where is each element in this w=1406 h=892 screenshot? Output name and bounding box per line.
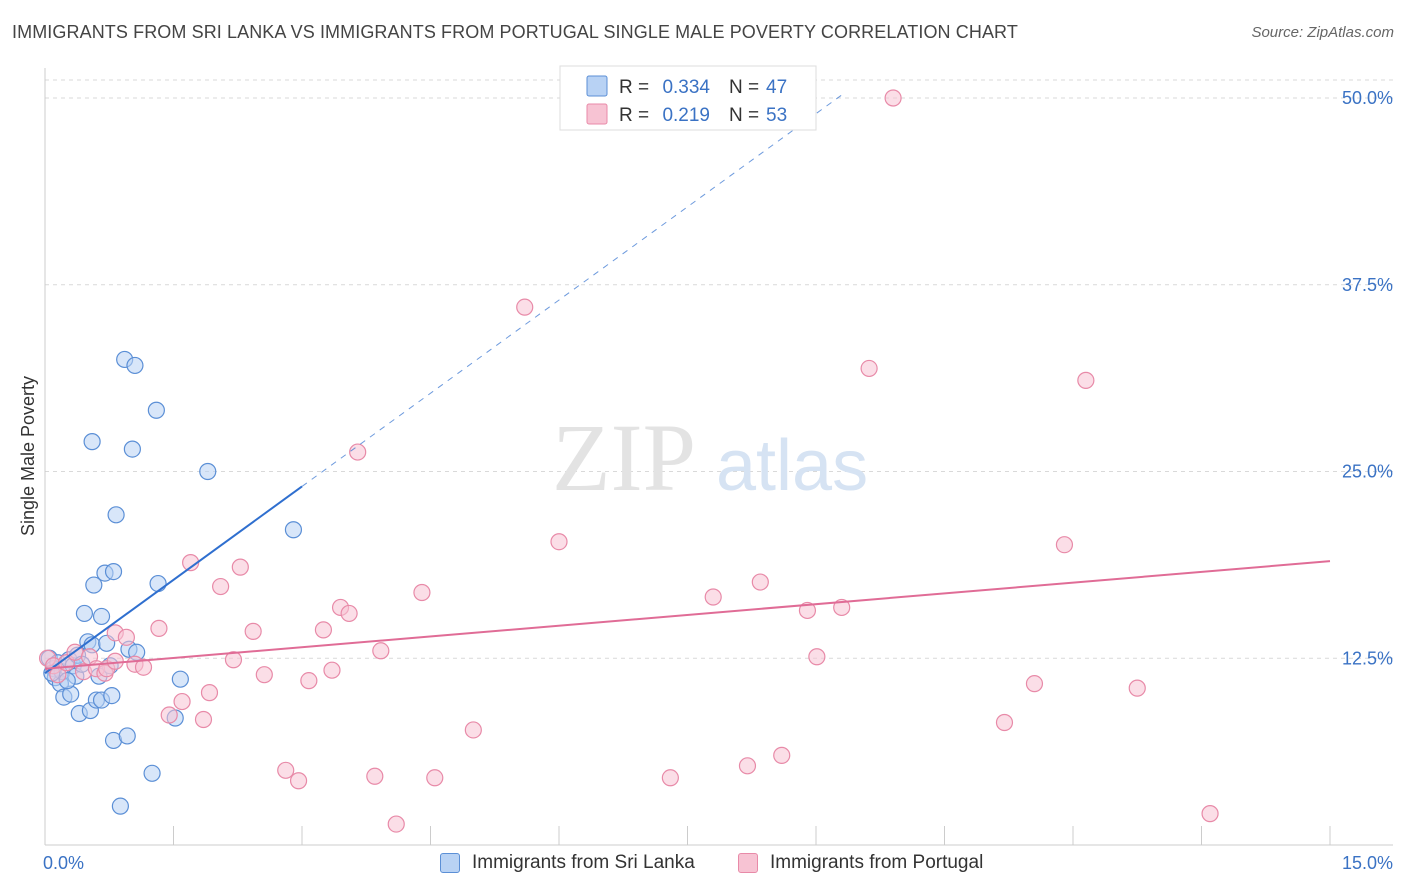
portugal-point: [860, 359, 878, 378]
stats-r-label: R =: [619, 105, 649, 126]
stats-n-value: 47: [766, 77, 787, 98]
portugal-point: [550, 533, 568, 551]
sri-lanka-point: [92, 607, 111, 626]
stats-r-value: 0.219: [662, 105, 710, 126]
sri-lanka-point: [75, 604, 94, 623]
sri-lanka-trend-line: [44, 485, 303, 674]
portugal-point: [212, 577, 230, 596]
portugal-point: [224, 651, 243, 669]
portugal-point: [366, 767, 384, 785]
portugal-point: [314, 621, 333, 639]
stats-swatch-blue: [586, 75, 608, 97]
portugal-trend-line: [44, 560, 1331, 670]
sri-lanka-point: [149, 574, 167, 593]
stats-swatch-pink: [586, 103, 608, 125]
sri-lanka-point: [85, 576, 103, 594]
stats-legend: R = 0.334 N = 47 R = 0.219 N = 53: [559, 65, 817, 131]
portugal-point: [349, 443, 367, 461]
sri-lanka-point: [107, 506, 125, 524]
portugal-point: [340, 604, 358, 623]
portugal-point: [995, 713, 1014, 732]
portugal-point: [231, 558, 249, 576]
portugal-point: [300, 672, 318, 690]
sri-lanka-point: [171, 670, 189, 688]
portugal-point: [117, 628, 135, 646]
legend-swatch-pink: [738, 853, 758, 873]
portugal-point: [464, 721, 482, 739]
legend-label-sri-lanka: Immigrants from Sri Lanka: [472, 852, 695, 873]
portugal-point: [289, 772, 308, 790]
watermark-atlas: atlas: [716, 426, 868, 506]
portugal-point: [200, 684, 219, 702]
portugal-point: [413, 583, 431, 602]
portugal-point: [738, 757, 757, 775]
sri-lanka-point: [199, 462, 217, 481]
portugal-point: [1077, 371, 1095, 389]
portugal-point: [773, 746, 791, 764]
portugal-point: [808, 648, 826, 666]
portugal-point: [372, 642, 390, 660]
portugal-point: [833, 598, 851, 617]
sri-lanka-point: [111, 797, 129, 815]
portugal-point: [173, 692, 191, 711]
x-tick-label: 0.0%: [43, 853, 84, 873]
y-tick-label: 37.5%: [1342, 275, 1393, 295]
portugal-point: [426, 769, 444, 787]
watermark-zip: ZIP: [552, 404, 696, 511]
portugal-point: [1055, 536, 1074, 554]
axes: [44, 68, 1393, 846]
y-tick-label: 50.0%: [1342, 88, 1393, 108]
portugal-point: [106, 652, 124, 670]
portugal-point: [1128, 679, 1146, 697]
portugal-point: [277, 761, 295, 779]
portugal-point: [134, 658, 153, 676]
portugal-point: [244, 622, 262, 640]
portugal-point: [150, 619, 168, 637]
stats-r-label: R =: [619, 77, 649, 98]
stats-n-label: N =: [729, 105, 759, 126]
sri-lanka-point: [83, 433, 101, 451]
legend-item-sri-lanka[interactable]: Immigrants from Sri Lanka: [440, 852, 695, 874]
sri-lanka-point: [118, 727, 136, 745]
portugal-point: [194, 710, 213, 729]
stats-n-label: N =: [729, 77, 759, 98]
data-points: [38, 89, 1219, 833]
sri-lanka-point: [104, 562, 123, 581]
legend-swatch-blue: [440, 853, 460, 873]
portugal-point: [516, 298, 534, 316]
sri-lanka-point: [284, 521, 303, 539]
stats-r-value: 0.334: [662, 77, 710, 98]
portugal-point: [751, 573, 769, 591]
portugal-point: [1201, 805, 1219, 823]
trend-lines: [44, 94, 1331, 674]
sri-lanka-trend-extension: [301, 94, 842, 487]
portugal-point: [661, 769, 679, 787]
portugal-point: [1025, 675, 1044, 693]
y-tick-label: 25.0%: [1342, 462, 1393, 482]
portugal-point: [704, 588, 722, 606]
portugal-point: [255, 666, 273, 684]
portugal-point: [160, 706, 178, 724]
portugal-point: [323, 661, 341, 679]
y-tick-label: 12.5%: [1342, 648, 1393, 668]
source-label: Source: ZipAtlas.com: [1251, 24, 1394, 41]
watermark: ZIP atlas: [552, 404, 868, 511]
stats-n-value: 53: [766, 105, 787, 126]
portugal-point: [387, 815, 405, 833]
tick-labels: 12.5% 25.0% 37.5% 50.0% 0.0% 15.0%: [43, 88, 1393, 873]
legend-item-portugal[interactable]: Immigrants from Portugal: [738, 852, 983, 874]
sri-lanka-point: [103, 686, 121, 705]
series-legend: Immigrants from Sri Lanka Immigrants fro…: [0, 852, 1406, 878]
sri-lanka-point: [123, 440, 141, 458]
y-axis-label: Single Male Poverty: [18, 376, 38, 536]
portugal-point: [798, 601, 817, 620]
sri-lanka-point: [126, 356, 144, 375]
chart-title: IMMIGRANTS FROM SRI LANKA VS IMMIGRANTS …: [12, 22, 1018, 42]
sri-lanka-point: [147, 401, 165, 419]
sri-lanka-point: [143, 764, 161, 782]
x-tick-label: 15.0%: [1342, 853, 1393, 873]
portugal-point: [884, 89, 902, 107]
legend-label-portugal: Immigrants from Portugal: [770, 852, 984, 873]
